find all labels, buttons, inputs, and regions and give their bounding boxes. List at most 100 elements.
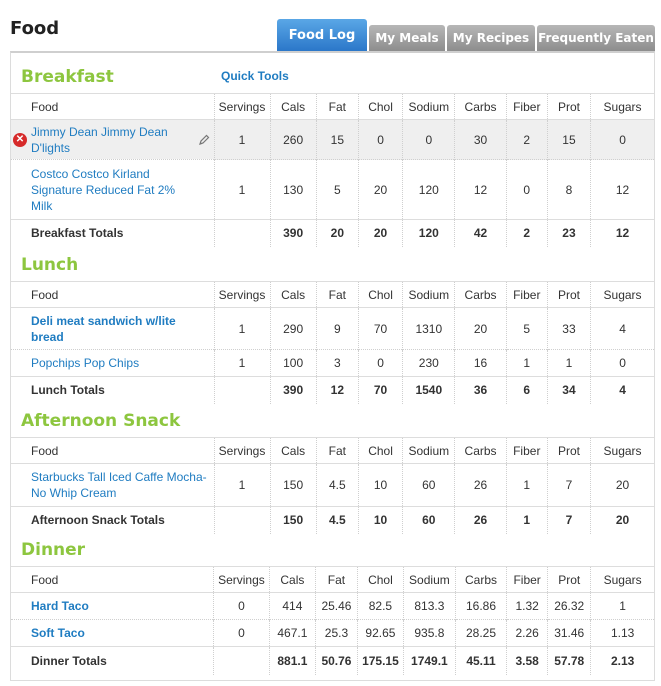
carbs-total: 45.11 [455, 646, 508, 675]
cals-value: 290 [270, 307, 317, 350]
food-link[interactable]: Costco Costco Kirland Signature Reduced … [31, 166, 176, 213]
col-prot: Prot [547, 281, 592, 308]
meal-title-dinner: Dinner [21, 540, 86, 560]
tab-my-recipes[interactable]: My Recipes [447, 25, 535, 51]
prot-value: 26.32 [547, 592, 592, 620]
cals-value: 467.1 [269, 619, 316, 647]
fat-value: 15 [316, 119, 359, 160]
col-prot: Prot [547, 93, 592, 120]
fat-total: 20 [316, 219, 359, 247]
food-cell: Deli meat sandwich w/lite bread [11, 307, 215, 350]
col-chol: Chol [358, 93, 404, 120]
totals-label: Lunch Totals [11, 376, 215, 404]
fiber-value: 1 [506, 463, 548, 507]
servings-value[interactable]: 0 [213, 619, 270, 647]
food-link[interactable]: Jimmy Dean Jimmy Dean D'lights [31, 124, 168, 155]
col-fat: Fat [316, 281, 359, 308]
cals-value: 150 [270, 463, 317, 507]
col-servings: Servings [214, 437, 271, 464]
col-cals: Cals [270, 437, 317, 464]
prot-total: 34 [547, 376, 592, 404]
prot-value: 33 [547, 307, 592, 350]
cals-total: 390 [270, 376, 317, 404]
tab-food-log[interactable]: Food Log [277, 19, 367, 51]
sodium-value: 120 [402, 159, 456, 220]
cals-total: 881.1 [269, 646, 316, 675]
sodium-value: 0 [402, 119, 456, 160]
chol-value: 10 [358, 463, 404, 507]
meal-title-lunch: Lunch [21, 255, 79, 275]
col-servings: Servings [214, 281, 271, 308]
chol-total: 20 [358, 219, 404, 247]
col-cals: Cals [270, 93, 317, 120]
totals-label: Breakfast Totals [11, 219, 215, 247]
food-cell: Starbucks Tall Iced Caffe Mocha- No Whip… [11, 463, 215, 507]
food-link[interactable]: Starbucks Tall Iced Caffe Mocha- No Whip… [31, 470, 207, 500]
fat-value: 25.3 [315, 619, 359, 647]
servings-value [214, 506, 271, 534]
prot-value: 1 [547, 349, 592, 377]
sugars-total: 4 [619, 383, 626, 398]
table-row: Deli meat sandwich w/lite bread 1 290 9 … [11, 307, 654, 350]
sugars-total: 20 [615, 513, 630, 528]
col-chol: Chol [358, 281, 404, 308]
fat-value: 25.46 [315, 592, 359, 620]
col-carbs: Carbs [454, 281, 507, 308]
sugars-total: 12 [615, 226, 630, 241]
carbs-total: 42 [454, 219, 507, 247]
food-cell: Hard Taco [11, 592, 214, 620]
carbs-value: 28.25 [455, 619, 508, 647]
fat-value: 5 [316, 159, 359, 220]
sodium-value: 813.3 [403, 592, 456, 620]
food-link[interactable]: Hard Taco [31, 599, 89, 613]
servings-value[interactable]: 1 [214, 307, 271, 350]
fiber-total: 3.58 [506, 646, 549, 675]
food-cell: Costco Costco Kirland Signature Reduced … [11, 159, 215, 220]
prot-total: 57.78 [547, 646, 592, 675]
carbs-total: 36 [454, 376, 507, 404]
totals-row: Lunch Totals 390 12 70 1540 36 6 34 4 [11, 376, 654, 404]
carbs-total: 26 [454, 506, 507, 534]
sugars-total: 2.13 [610, 653, 635, 668]
col-sugars: Sugars [603, 572, 642, 587]
col-chol: Chol [358, 437, 404, 464]
col-sodium: Sodium [402, 281, 456, 308]
col-prot: Prot [547, 437, 592, 464]
tab-my-meals[interactable]: My Meals [369, 25, 445, 51]
sugars-value: 20 [615, 478, 630, 492]
pencil-icon[interactable] [198, 134, 210, 146]
chol-value: 20 [358, 159, 404, 220]
food-link[interactable]: Deli meat sandwich w/lite bread [31, 313, 176, 344]
fiber-value: 5 [506, 307, 548, 350]
servings-value[interactable]: 1 [214, 159, 271, 220]
totals-label: Dinner Totals [11, 646, 214, 675]
totals-row: Breakfast Totals 390 20 20 120 42 2 23 1… [11, 219, 654, 247]
servings-value[interactable]: 1 [214, 349, 271, 377]
chol-value: 92.65 [357, 619, 404, 647]
sodium-value: 1310 [402, 307, 456, 350]
food-link[interactable]: Popchips Pop Chips [31, 356, 140, 370]
col-carbs: Carbs [454, 437, 507, 464]
totals-row: Afternoon Snack Totals 150 4.5 10 60 26 … [11, 506, 654, 534]
food-link[interactable]: Soft Taco [31, 626, 85, 640]
servings-value[interactable]: 1 [214, 119, 271, 160]
chol-value: 0 [358, 349, 404, 377]
quick-tools-link[interactable]: Quick Tools [221, 69, 289, 83]
table-row: Starbucks Tall Iced Caffe Mocha- No Whip… [11, 463, 654, 507]
delete-icon[interactable]: ✕ [13, 132, 27, 147]
meal-title-breakfast: Breakfast [21, 67, 114, 87]
col-cals: Cals [270, 281, 317, 308]
servings-value[interactable]: 1 [214, 463, 271, 507]
chol-value: 70 [358, 307, 404, 350]
col-fat: Fat [315, 566, 359, 593]
fat-value: 3 [316, 349, 359, 377]
col-fat: Fat [316, 437, 359, 464]
fat-value: 9 [316, 307, 359, 350]
prot-value: 15 [547, 119, 592, 160]
servings-value[interactable]: 0 [213, 592, 270, 620]
col-food: Food [11, 281, 215, 308]
col-prot: Prot [547, 566, 592, 593]
food-cell: ✕ Jimmy Dean Jimmy Dean D'lights [11, 119, 215, 160]
col-food: Food [11, 437, 215, 464]
tab-frequently-eaten[interactable]: Frequently Eaten [537, 25, 655, 51]
